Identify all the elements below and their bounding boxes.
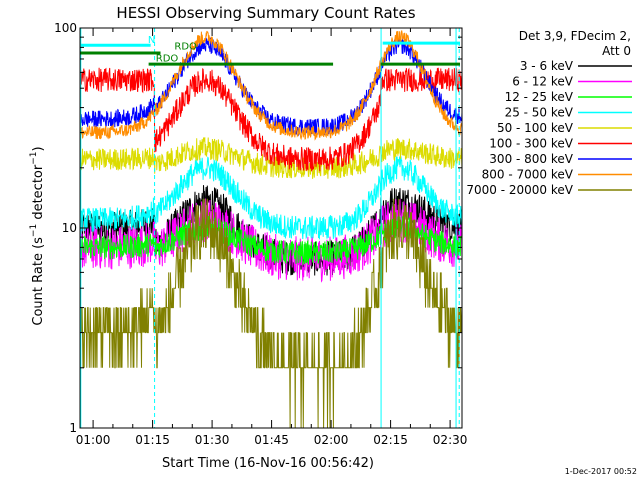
y-axis-label-main: Count Rate (s bbox=[31, 237, 46, 326]
y-axis-label: Count Rate (s−1 detector−1) bbox=[29, 146, 46, 325]
footer-date: 1-Dec-2017 00:52 bbox=[565, 467, 637, 476]
y-tick-label: 1 bbox=[69, 421, 77, 435]
flag-label-1: RDO bbox=[174, 42, 197, 53]
legend-label-2: 6 - 12 keV bbox=[512, 75, 574, 89]
legend-label-8: 800 - 7000 keV bbox=[482, 168, 574, 182]
y-tick-label: 10 bbox=[62, 221, 77, 235]
legend-label-5: 50 - 100 keV bbox=[497, 121, 574, 135]
legend-header-line-2: Att 0 bbox=[602, 44, 631, 58]
series-line-9 bbox=[80, 198, 462, 428]
x-tick-label: 01:15 bbox=[135, 433, 170, 447]
legend-label-9: 7000 - 20000 keV bbox=[466, 183, 573, 197]
legend-label-4: 25 - 50 keV bbox=[505, 106, 574, 120]
legend-label-6: 100 - 300 keV bbox=[489, 137, 573, 151]
x-tick-label: 01:30 bbox=[195, 433, 230, 447]
legend: Det 3,9, FDecim 2, Att 0 3 - 6 keV 6 - 12… bbox=[466, 29, 632, 197]
y-axis-label-mid: detector bbox=[31, 164, 46, 224]
y-axis-label-sup2: −1 bbox=[29, 151, 39, 164]
x-tick-label: 02:00 bbox=[314, 433, 349, 447]
x-axis-label: Start Time (16-Nov-16 00:56:42) bbox=[162, 456, 374, 471]
y-tick-label: 100 bbox=[54, 21, 77, 35]
flag-label-3: N bbox=[148, 35, 155, 46]
series-line-7 bbox=[80, 37, 462, 137]
x-tick-label: 01:00 bbox=[76, 433, 111, 447]
y-axis-label-sup1: −1 bbox=[29, 224, 39, 237]
series-line-8 bbox=[80, 30, 462, 141]
x-tick-label: 02:30 bbox=[433, 433, 468, 447]
y-axis-label-end: ) bbox=[31, 146, 46, 151]
series-line-5 bbox=[80, 137, 462, 179]
x-tick-label: 02:15 bbox=[373, 433, 408, 447]
legend-label-1: 3 - 6 keV bbox=[520, 59, 574, 73]
legend-label-7: 300 - 800 keV bbox=[489, 152, 573, 166]
flag-label-2: RDO bbox=[156, 53, 179, 64]
chart-title: HESSI Observing Summary Count Rates bbox=[116, 4, 415, 22]
legend-label-3: 12 - 25 keV bbox=[505, 90, 574, 104]
axes: 1 10 100 01:00 01:15 01:30 01:45 02:00 02:15 02:3… bbox=[54, 21, 467, 447]
x-tick-label: 01:45 bbox=[254, 433, 289, 447]
legend-header-line-1: Det 3,9, FDecim 2, bbox=[519, 29, 631, 43]
series-line-6 bbox=[80, 67, 462, 172]
series-line-4 bbox=[80, 156, 462, 240]
